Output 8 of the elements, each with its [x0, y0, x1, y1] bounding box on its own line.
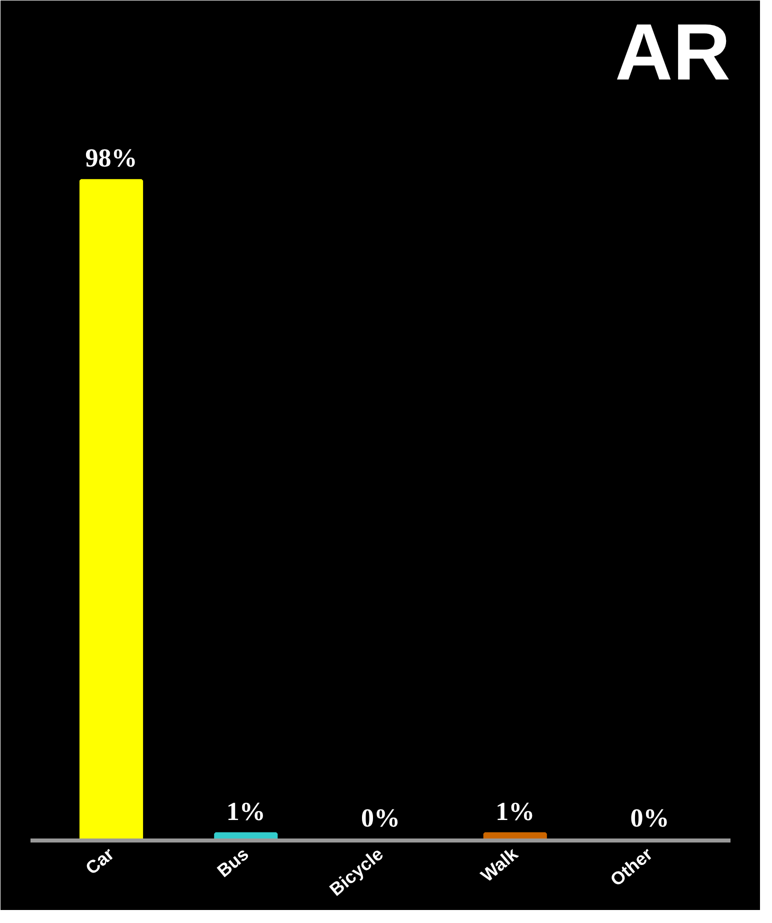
data-label: 98%: [85, 144, 138, 173]
chart-title: AR: [614, 8, 730, 96]
x-tick-label: Car: [82, 844, 118, 878]
data-label: 0%: [630, 804, 670, 832]
data-label: 0%: [361, 804, 400, 832]
data-label: 1%: [226, 796, 266, 826]
data-label: 1%: [496, 796, 535, 826]
x-tick-label: Bus: [213, 844, 252, 882]
